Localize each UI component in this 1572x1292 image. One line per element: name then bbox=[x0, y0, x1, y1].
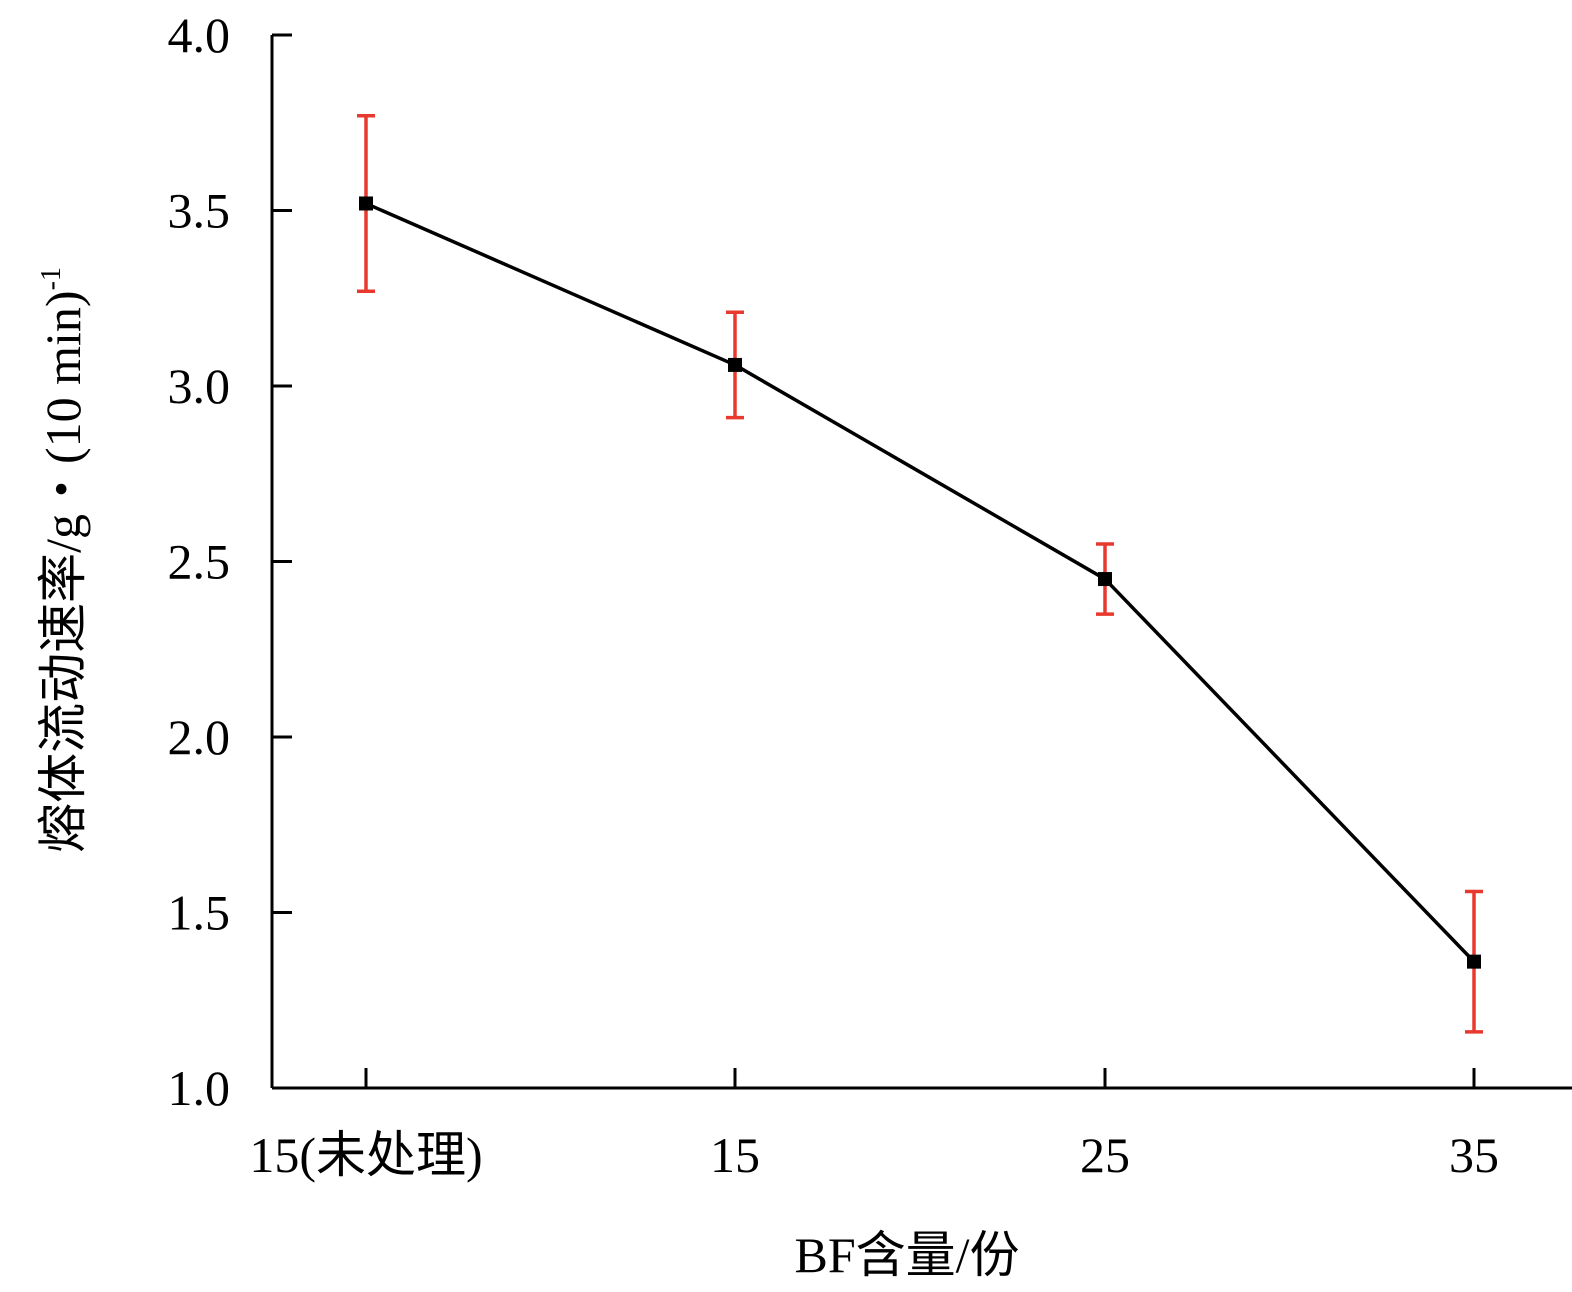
x-tick-label: 35 bbox=[1449, 1127, 1499, 1183]
y-tick-label: 2.0 bbox=[168, 709, 231, 765]
y-axis-ticks: 1.0 1.5 2.0 2.5 3.0 3.5 4.0 bbox=[168, 7, 292, 1116]
series-layer bbox=[357, 113, 1483, 1034]
series-0 bbox=[357, 113, 1483, 1034]
y-tick-label: 3.5 bbox=[168, 183, 231, 239]
x-tick-label: 25 bbox=[1080, 1127, 1130, 1183]
y-axis-title-main: 熔体流动速率/g・(10 min) bbox=[35, 290, 91, 852]
y-axis-title-superscript: -1 bbox=[36, 267, 67, 290]
data-point-marker bbox=[1467, 954, 1481, 969]
data-point-marker bbox=[1098, 572, 1112, 587]
y-tick-label: 3.0 bbox=[168, 358, 231, 414]
y-tick-label: 1.0 bbox=[168, 1060, 231, 1116]
series-line bbox=[365, 201, 1476, 963]
data-point-marker bbox=[728, 357, 742, 372]
x-axis-title: BF含量/份 bbox=[794, 1227, 1019, 1283]
y-tick-label: 4.0 bbox=[168, 7, 231, 63]
axes bbox=[270, 35, 1572, 1090]
x-axis-ticks: 15(未处理) 15 25 35 bbox=[249, 1068, 1499, 1183]
data-point-marker bbox=[359, 196, 373, 211]
y-tick-label: 2.5 bbox=[168, 534, 231, 590]
x-tick-label: 15 bbox=[710, 1127, 760, 1183]
y-tick-label: 1.5 bbox=[168, 885, 231, 941]
y-axis-title: 熔体流动速率/g・(10 min)-1 bbox=[35, 267, 91, 853]
x-tick-label: 15(未处理) bbox=[249, 1127, 482, 1183]
